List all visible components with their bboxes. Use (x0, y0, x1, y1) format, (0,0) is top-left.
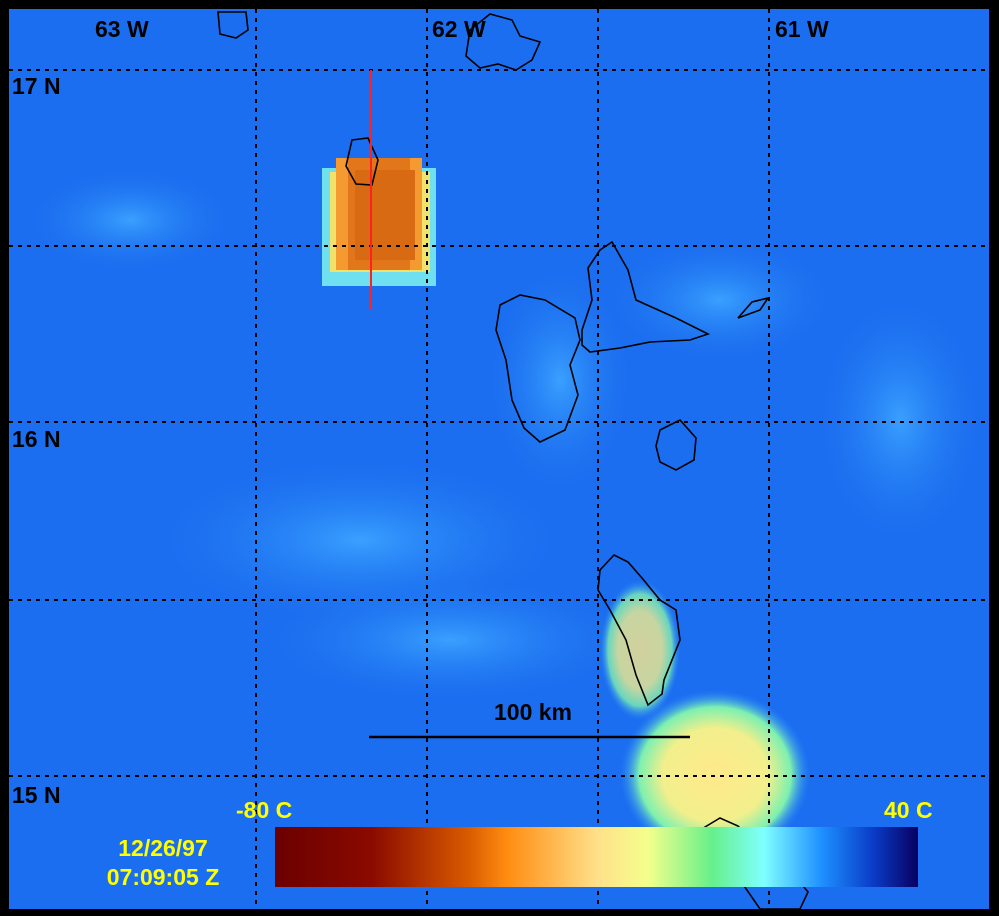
longitude-label: 61 W (775, 16, 829, 42)
longitude-label: 63 W (95, 16, 149, 42)
latitude-label: 17 N (12, 73, 61, 99)
colorbar-max-label: 40 C (884, 797, 933, 823)
latitude-label: 15 N (12, 782, 61, 808)
cold-cloud-top (322, 158, 436, 286)
colorbar-min-label: -80 C (236, 797, 292, 823)
colorbar (275, 827, 918, 887)
time-label: 07:09:05 Z (107, 864, 220, 890)
latitude-label: 16 N (12, 426, 61, 452)
longitude-label: 62 W (432, 16, 486, 42)
scale-label: 100 km (494, 699, 572, 725)
graticule (9, 9, 989, 909)
date-label: 12/26/97 (118, 835, 208, 861)
